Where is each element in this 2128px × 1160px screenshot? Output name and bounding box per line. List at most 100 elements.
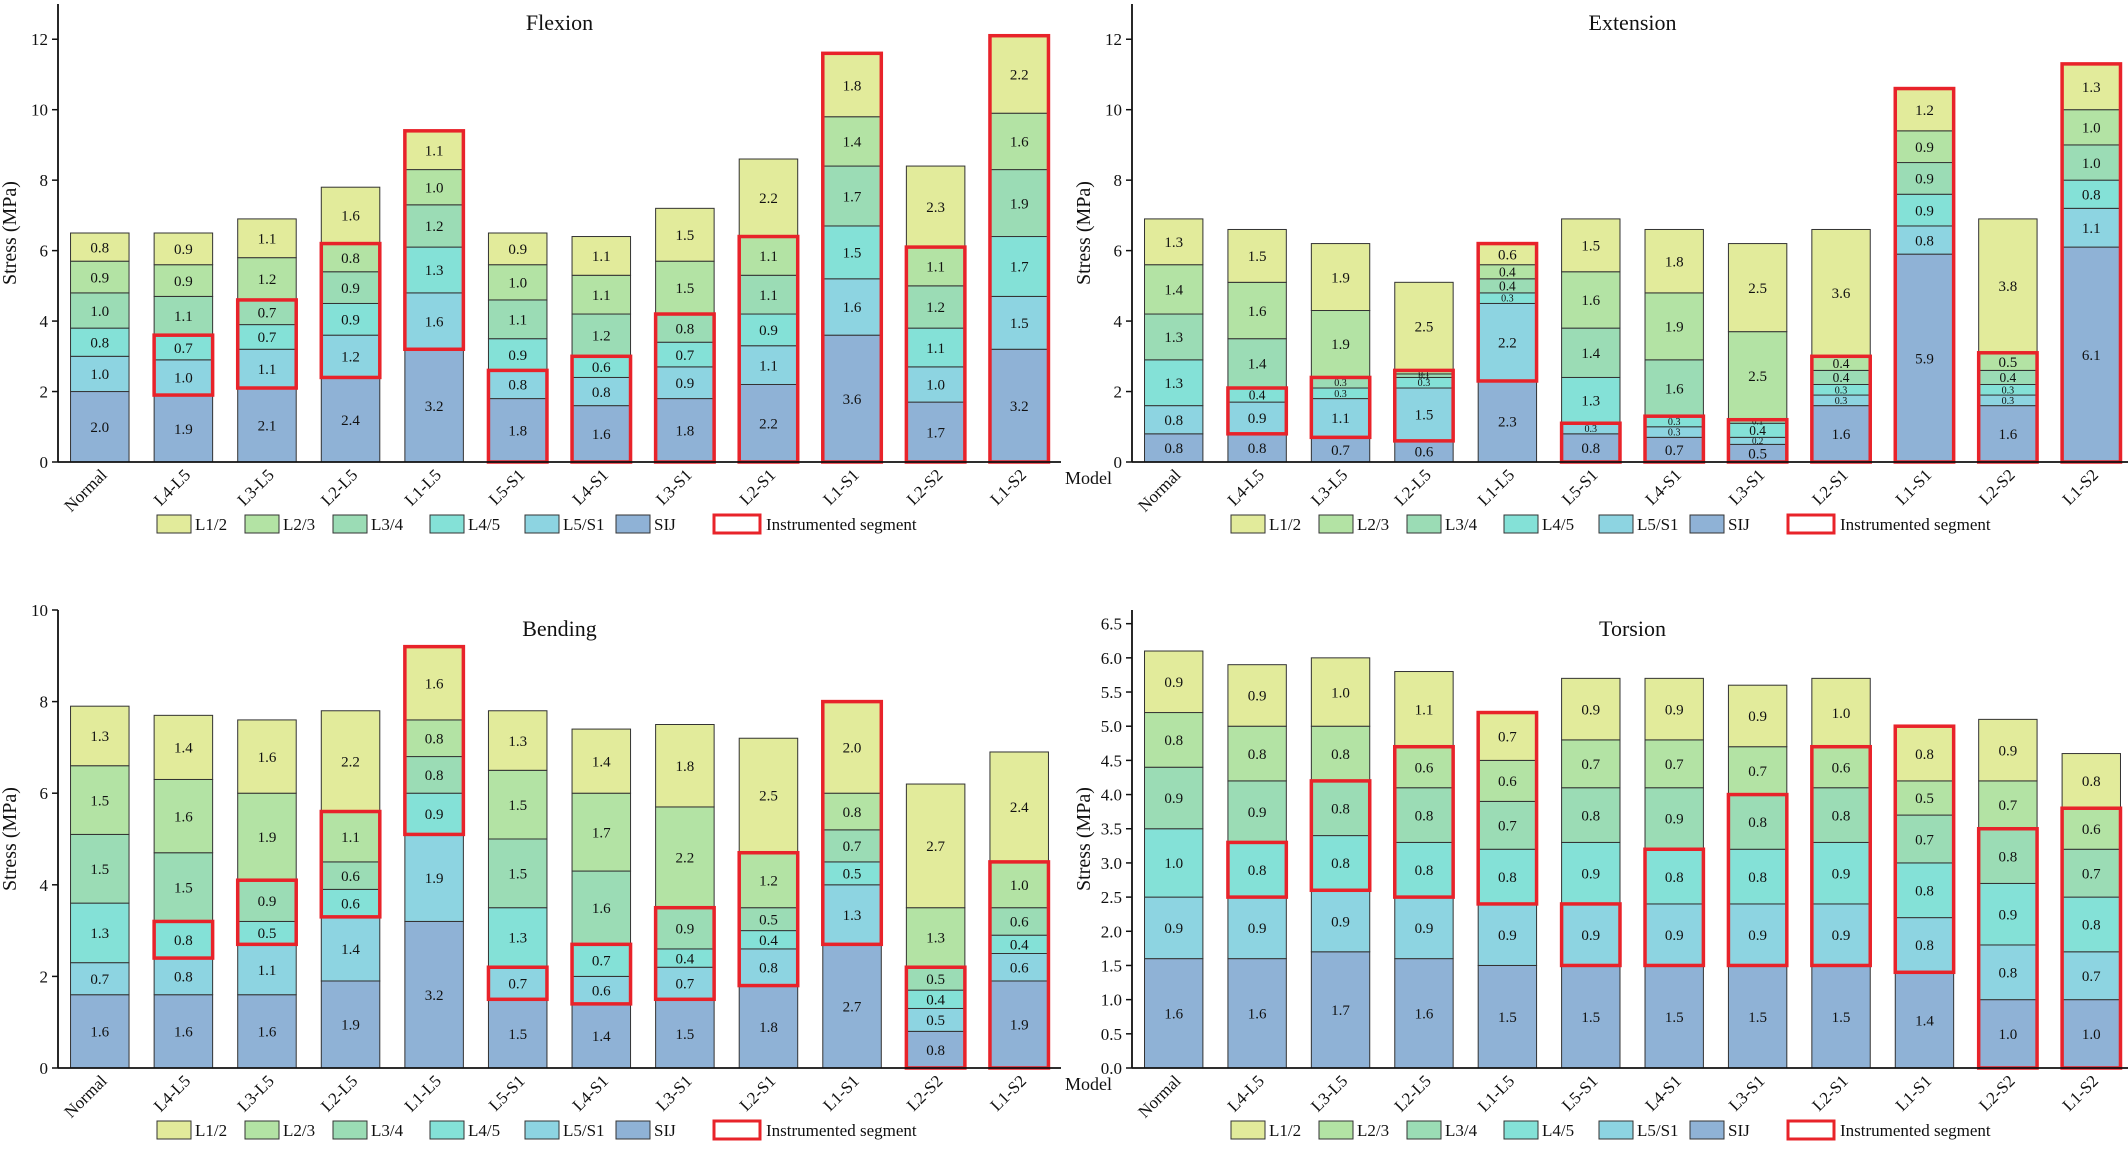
x-tick-label: L1-S1 [1892, 465, 1935, 508]
bar-segment [989, 169, 1049, 238]
legend-label: L4/5 [1542, 1121, 1574, 1140]
data-label: 2.2 [1010, 68, 1029, 84]
data-label: 0.8 [341, 251, 360, 267]
legend-swatch [524, 514, 560, 534]
bar-segment [153, 852, 214, 922]
data-label: 0.9 [1581, 866, 1600, 882]
bar-segment [1727, 794, 1788, 850]
x-tick-label: L1-S2 [987, 1071, 1030, 1114]
legend-label: L4/5 [468, 1121, 500, 1140]
bar-segment [1477, 848, 1538, 905]
data-label: 1.1 [508, 313, 527, 329]
data-label: 2.4 [1010, 800, 1029, 816]
data-label: 0.9 [1832, 866, 1851, 882]
bar-segment [237, 257, 297, 301]
data-label: 0.7 [2082, 969, 2101, 985]
data-label: 1.5 [90, 793, 109, 809]
data-label: 0.8 [592, 385, 611, 401]
data-label: 1.6 [90, 1025, 109, 1041]
data-label: 1.2 [1915, 103, 1934, 119]
bar-segment [487, 338, 548, 371]
bar-segment [571, 274, 632, 315]
legend-label: L2/3 [1357, 1121, 1389, 1140]
data-label: 1.5 [1581, 239, 1600, 255]
data-label: 1.9 [258, 830, 277, 846]
data-label: 2.2 [1498, 335, 1517, 351]
data-label: 1.2 [926, 300, 945, 316]
bar-segment [1561, 739, 1621, 789]
data-label: 1.6 [258, 1025, 277, 1041]
data-label: 1.8 [676, 759, 695, 775]
data-label: 0.5 [258, 926, 277, 942]
data-label: 0.1 [1418, 367, 1429, 377]
data-label: 0.7 [592, 954, 611, 970]
bar-segment [404, 920, 464, 1069]
data-label: 1.5 [174, 880, 193, 896]
x-tick-label: Normal [1134, 465, 1184, 515]
bar-segment [1477, 800, 1538, 850]
legend-instrumented-label: Instrumented segment [1840, 1121, 1991, 1140]
y-tick-label: 8 [40, 171, 49, 190]
y-tick-label: 0.5 [1101, 1025, 1122, 1044]
bar-segment [655, 998, 715, 1069]
bar-segment [1561, 327, 1621, 378]
bar-segment [822, 225, 882, 280]
instrumented-outline [653, 905, 716, 1002]
chart-title: Extension [1589, 10, 1677, 35]
legend-label: L1/2 [1269, 515, 1301, 534]
data-label: 1.4 [174, 741, 193, 757]
y-tick-label: 8 [1114, 171, 1123, 190]
legend-swatch [524, 1120, 560, 1140]
chart-panel-extension: Extension Stress (MPa) 0 2 4 6 8 10 12 0.8 0.8 1.3 1… [1073, 4, 2128, 535]
instrumented-outline [152, 919, 215, 960]
y-axis-label: Stress (MPa) [1073, 181, 1095, 285]
x-tick-label: L2-L5 [1391, 1071, 1435, 1115]
bar-segment [905, 783, 966, 909]
data-label: 0.8 [1999, 966, 2018, 982]
y-tick-label: 2.0 [1101, 922, 1122, 941]
bar-segment [487, 264, 548, 301]
data-label: 0.8 [1248, 747, 1267, 763]
bar-segment [237, 994, 297, 1069]
x-tick-label: L5-S1 [1558, 1071, 1601, 1114]
bar-segment [905, 246, 966, 287]
bar-segment [1811, 228, 1871, 357]
data-label: 1.5 [1248, 249, 1267, 265]
legend-swatch [429, 1120, 465, 1140]
bar-segment [320, 811, 381, 863]
x-tick-label: L1-S2 [2059, 465, 2102, 508]
bar-segment [70, 327, 130, 357]
data-label: 1.0 [1999, 1027, 2018, 1043]
data-label: 1.5 [1665, 1010, 1684, 1026]
data-label: 2.0 [843, 741, 862, 757]
bar-segment [1394, 281, 1454, 371]
data-label: 0.6 [1010, 915, 1029, 931]
data-label: 0.7 [2082, 866, 2101, 882]
data-label: 1.3 [508, 931, 527, 947]
legend-label: L1/2 [195, 515, 227, 534]
data-label: 1.2 [341, 350, 360, 366]
bar-segment [1477, 759, 1538, 802]
bar-segment [1561, 787, 1621, 843]
legend-swatch [1689, 1120, 1725, 1140]
x-tick-label: L4-L5 [1224, 465, 1268, 509]
instrumented-outline [235, 878, 298, 947]
x-tick-label: L2-S1 [736, 1071, 779, 1114]
data-label: 1.9 [1665, 320, 1684, 336]
y-tick-label: 6.0 [1101, 649, 1122, 668]
bar-segment [571, 792, 632, 872]
data-label: 1.2 [258, 272, 277, 288]
legend-swatch [332, 1120, 368, 1140]
data-label: 1.5 [1010, 316, 1029, 332]
bar-segment [1394, 787, 1454, 843]
legend-label: SIJ [1728, 1121, 1750, 1140]
bar-segment [1227, 725, 1287, 782]
bar-segment [70, 260, 130, 294]
data-label: 0.7 [1999, 798, 2018, 814]
bar-segment [1561, 677, 1621, 741]
bar-segment [1561, 218, 1621, 273]
data-label: 1.0 [1832, 706, 1851, 722]
bar-segment [2061, 179, 2121, 209]
data-label: 1.7 [1331, 1003, 1350, 1019]
bar-segment [1978, 828, 2038, 884]
